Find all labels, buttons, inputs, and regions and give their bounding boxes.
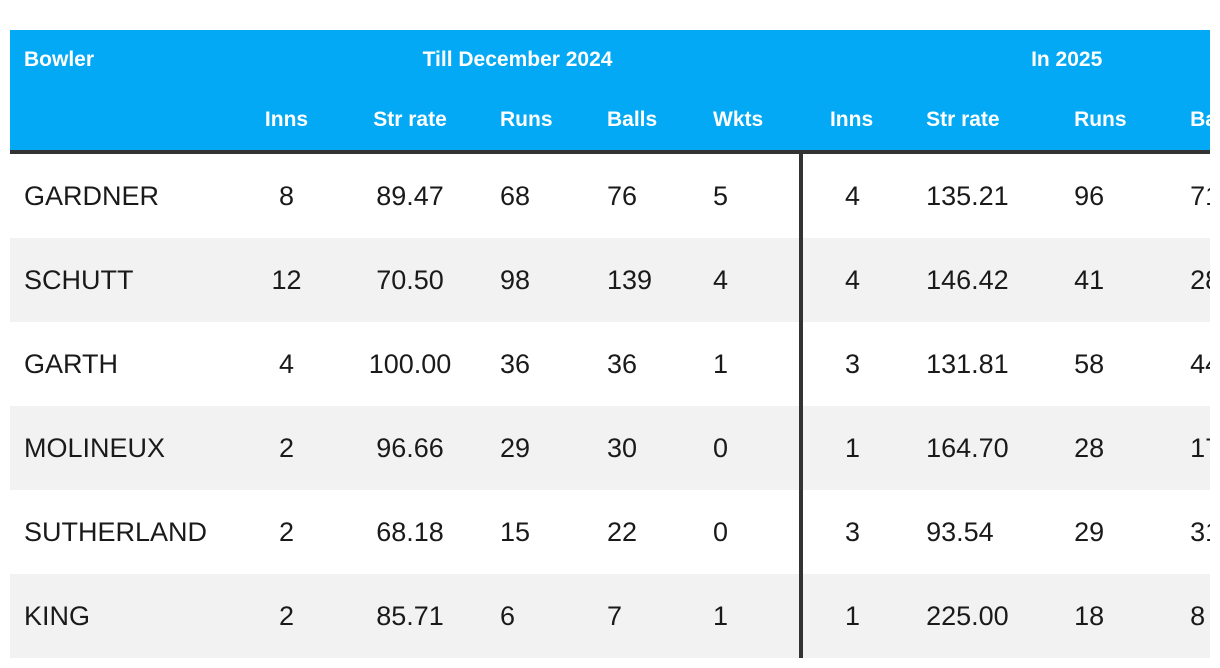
runs-2025: 18 — [1047, 574, 1156, 658]
balls-2024: 76 — [588, 152, 694, 238]
str-rate-2025: 164.70 — [902, 406, 1048, 490]
runs-2025: 29 — [1047, 490, 1156, 574]
group-header-in-2025: In 2025 — [801, 30, 1210, 90]
inns-2025: 1 — [799, 406, 903, 490]
inns-2025: 3 — [799, 322, 903, 406]
balls-2025: 17 — [1155, 406, 1210, 490]
table-row: SCHUTT 12 70.50 98 139 4 4 146.42 41 28 — [10, 238, 1210, 322]
runs-2024: 98 — [481, 238, 588, 322]
inns-2024: 8 — [234, 152, 339, 238]
runs-2024: 36 — [481, 322, 588, 406]
bowler-name: GARTH — [10, 322, 234, 406]
bowler-column-header: Bowler — [10, 30, 234, 90]
balls-2025: 8 — [1155, 574, 1210, 658]
runs-2025: 58 — [1047, 322, 1156, 406]
str-rate-2024: 70.50 — [339, 238, 481, 322]
runs-2024: 29 — [481, 406, 588, 490]
column-header-balls-2025: Balls — [1155, 90, 1210, 154]
runs-2024: 6 — [481, 574, 588, 658]
column-header-runs-2025: Runs — [1047, 90, 1156, 154]
inns-2024: 12 — [234, 238, 339, 322]
column-header-str-rate-2025: Str rate — [902, 90, 1048, 154]
balls-2024: 139 — [588, 238, 694, 322]
table-row: GARTH 4 100.00 36 36 1 3 131.81 58 44 — [10, 322, 1210, 406]
wkts-2024: 5 — [694, 152, 802, 238]
table-row: KING 2 85.71 6 7 1 1 225.00 18 8 — [10, 574, 1210, 658]
column-header-runs-2024: Runs — [481, 90, 588, 154]
column-header-balls-2024: Balls — [588, 90, 694, 154]
runs-2024: 15 — [481, 490, 588, 574]
runs-2025: 41 — [1047, 238, 1156, 322]
runs-2025: 96 — [1047, 152, 1156, 238]
wkts-2024: 4 — [694, 238, 802, 322]
table-header: Bowler Till December 2024 In 2025 Inns S… — [10, 30, 1210, 154]
bowling-stats-table-container: Bowler Till December 2024 In 2025 Inns S… — [10, 30, 1210, 668]
str-rate-2024: 68.18 — [339, 490, 481, 574]
str-rate-2025: 93.54 — [902, 490, 1048, 574]
balls-2025: 44 — [1155, 322, 1210, 406]
balls-2025: 71 — [1155, 152, 1210, 238]
table-row: SUTHERLAND 2 68.18 15 22 0 3 93.54 29 31 — [10, 490, 1210, 574]
column-header-wkts-2024: Wkts — [694, 90, 802, 154]
wkts-2024: 1 — [694, 322, 802, 406]
str-rate-2024: 96.66 — [339, 406, 481, 490]
bowler-name: MOLINEUX — [10, 406, 234, 490]
runs-2024: 68 — [481, 152, 588, 238]
bowler-name: SUTHERLAND — [10, 490, 234, 574]
str-rate-2024: 89.47 — [339, 152, 481, 238]
column-header-inns-2025: Inns — [801, 90, 903, 154]
group-header-till-december-2024: Till December 2024 — [234, 30, 802, 90]
balls-2024: 7 — [588, 574, 694, 658]
inns-2024: 2 — [234, 406, 339, 490]
str-rate-2025: 225.00 — [902, 574, 1048, 658]
header-column-row: Inns Str rate Runs Balls Wkts Inns Str r… — [10, 90, 1210, 154]
str-rate-2025: 135.21 — [902, 152, 1048, 238]
bowler-name: SCHUTT — [10, 238, 234, 322]
str-rate-2024: 100.00 — [339, 322, 481, 406]
table-row: GARDNER 8 89.47 68 76 5 4 135.21 96 71 — [10, 152, 1210, 238]
str-rate-2025: 131.81 — [902, 322, 1048, 406]
bowler-column-subheader — [10, 90, 234, 154]
inns-2024: 2 — [234, 490, 339, 574]
wkts-2024: 0 — [694, 406, 802, 490]
inns-2025: 4 — [799, 152, 903, 238]
column-header-str-rate-2024: Str rate — [339, 90, 481, 154]
header-group-row: Bowler Till December 2024 In 2025 — [10, 30, 1210, 90]
balls-2025: 31 — [1155, 490, 1210, 574]
wkts-2024: 0 — [694, 490, 802, 574]
balls-2024: 36 — [588, 322, 694, 406]
bowling-stats-table: Bowler Till December 2024 In 2025 Inns S… — [10, 30, 1210, 658]
balls-2024: 22 — [588, 490, 694, 574]
wkts-2024: 1 — [694, 574, 802, 658]
inns-2025: 3 — [799, 490, 903, 574]
bowler-name: GARDNER — [10, 152, 234, 238]
inns-2024: 4 — [234, 322, 339, 406]
table-row: MOLINEUX 2 96.66 29 30 0 1 164.70 28 17 — [10, 406, 1210, 490]
balls-2025: 28 — [1155, 238, 1210, 322]
table-body: GARDNER 8 89.47 68 76 5 4 135.21 96 71 S… — [10, 152, 1210, 658]
str-rate-2025: 146.42 — [902, 238, 1048, 322]
inns-2025: 1 — [799, 574, 903, 658]
bowler-name: KING — [10, 574, 234, 658]
balls-2024: 30 — [588, 406, 694, 490]
inns-2025: 4 — [799, 238, 903, 322]
column-header-inns-2024: Inns — [234, 90, 339, 154]
runs-2025: 28 — [1047, 406, 1156, 490]
str-rate-2024: 85.71 — [339, 574, 481, 658]
inns-2024: 2 — [234, 574, 339, 658]
